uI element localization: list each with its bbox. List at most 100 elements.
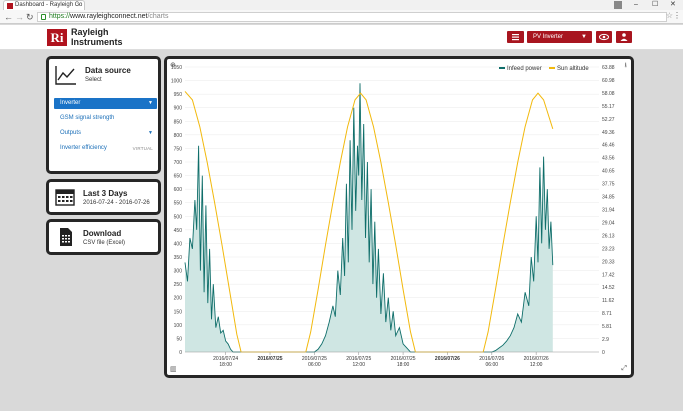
y2-tick-label: 17.42	[602, 272, 615, 278]
data-source-item-outputs[interactable]: Outputs ▼	[54, 128, 157, 139]
back-icon[interactable]: ←	[4, 12, 13, 22]
data-source-panel: Data source Select Inverter ▼ GSM signal…	[46, 56, 161, 174]
chevron-down-icon: ▼	[148, 130, 153, 136]
infeed-area	[185, 83, 553, 353]
minimize-icon[interactable]: –	[634, 1, 638, 8]
data-source-item-label: Outputs	[60, 130, 82, 136]
calendar-icon	[55, 189, 75, 206]
y-tick-label: 950	[174, 92, 183, 98]
tab-close-icon[interactable]: ×	[76, 2, 81, 9]
y-tick-label: 100	[174, 323, 183, 329]
x-tick-sublabel: 18:00	[397, 362, 410, 368]
infeed-line	[184, 83, 554, 353]
list-button[interactable]	[507, 31, 524, 43]
maximize-icon[interactable]: ☐	[652, 1, 659, 8]
chevron-down-icon: ▼	[148, 100, 153, 106]
logo-text: Rayleigh Instruments	[71, 27, 123, 47]
csv-file-icon	[60, 228, 72, 246]
y2-tick-label: 43.56	[602, 156, 615, 162]
address-bar[interactable]: https://www.rayleighconnect.net/charts	[37, 12, 667, 22]
browser-tab[interactable]: Dashboard - Rayleigh Co ×	[3, 0, 85, 10]
data-source-subtitle: Select	[85, 77, 102, 83]
y-tick-label: 200	[174, 296, 183, 302]
x-tick-label: 2016/07/25	[346, 356, 371, 362]
forward-icon[interactable]: →	[15, 12, 24, 22]
x-tick-label: 2016/07/25	[302, 356, 327, 362]
data-source-item-label: Inverter	[60, 100, 81, 106]
lock-icon	[41, 14, 46, 20]
logo-mark: Ri	[47, 29, 67, 46]
y2-tick-label: 14.52	[602, 285, 615, 291]
reload-icon[interactable]: ↻	[26, 12, 34, 22]
y-tick-label: 550	[174, 201, 183, 207]
y-tick-label: 350	[174, 255, 183, 261]
eye-icon	[599, 33, 609, 41]
chart-panel: 0 50 100 150 200 250 300 350 400 450 500 550 600 650 7…	[164, 56, 634, 378]
y2-tick-label: 49.36	[602, 130, 615, 136]
legend-infeed[interactable]: Infeed power	[499, 66, 542, 72]
y2-tick-label: 5.81	[602, 324, 612, 330]
y2-tick-label: 8.71	[602, 311, 612, 317]
y-tick-label: 500	[174, 214, 183, 220]
date-range-title: Last 3 Days	[83, 189, 128, 198]
device-select-value: PV Inverter	[533, 34, 564, 40]
url-scheme: https://	[49, 13, 71, 20]
bookmark-star-icon[interactable]: ☆	[665, 11, 673, 20]
view-button[interactable]	[596, 31, 612, 43]
date-range-panel[interactable]: Last 3 Days 2016-07-24 - 2016-07-26	[46, 179, 161, 215]
y2-tick-label: 23.23	[602, 246, 615, 252]
user-icon	[620, 33, 628, 41]
date-range-subtitle: 2016-07-24 - 2016-07-26	[83, 200, 150, 206]
zoom-icon[interactable]: ⊕	[170, 62, 176, 69]
url-path: /charts	[147, 13, 169, 20]
download-title: Download	[83, 229, 122, 238]
device-select[interactable]: PV Inverter ▼	[527, 31, 592, 43]
profile-icon[interactable]	[614, 1, 622, 9]
x-tick-sublabel: 06:00	[308, 362, 321, 368]
browser-menu-icon[interactable]: ⋮	[673, 11, 681, 20]
x-tick-label: 2016/07/26	[524, 356, 549, 362]
favicon-icon	[7, 3, 13, 9]
y-tick-label: 900	[174, 106, 183, 112]
url-host: www.rayleighconnect.net	[70, 13, 148, 20]
y-tick-label: 50	[176, 336, 182, 342]
legend-label: Sun altitude	[557, 66, 589, 72]
y-tick-label: 150	[174, 309, 183, 315]
expand-icon[interactable]: ⤢	[621, 365, 627, 372]
list-icon	[512, 34, 519, 41]
legend-label: Infeed power	[507, 66, 542, 72]
y2-tick-label: 40.65	[602, 169, 615, 175]
legend-sun[interactable]: Sun altitude	[549, 66, 589, 72]
data-source-item-efficiency[interactable]: Inverter efficiency VIRTUAL	[54, 143, 157, 154]
tab-title: Dashboard - Rayleigh Co	[15, 2, 83, 8]
x-tick-label: 2016/07/26	[435, 356, 460, 362]
x-tick-sublabel: 06:00	[486, 362, 499, 368]
data-source-item-label: Inverter efficiency	[60, 145, 107, 151]
x-tick-label: 2016/07/24	[213, 356, 238, 362]
virtual-tag: VIRTUAL	[132, 146, 153, 151]
data-source-item-inverter[interactable]: Inverter ▼	[54, 98, 157, 109]
line-chart-icon	[55, 66, 76, 85]
chevron-down-icon: ▼	[581, 34, 587, 40]
y2-tick-label: 34.85	[602, 195, 615, 201]
browser-title-bar: Dashboard - Rayleigh Co × – ☐ ✕	[0, 0, 683, 10]
data-source-item-gsm[interactable]: GSM signal strength	[54, 113, 157, 124]
legend-swatch	[499, 67, 505, 70]
y-tick-label: 400	[174, 241, 183, 247]
data-source-title: Data source	[85, 66, 131, 75]
download-panel[interactable]: Download CSV file (Excel)	[46, 219, 161, 255]
y2-tick-label: 11.62	[602, 298, 614, 304]
y-tick-label: 650	[174, 174, 183, 180]
browser-toolbar: ← → ↻ https://www.rayleighconnect.net/ch…	[0, 10, 683, 24]
x-tick-label: 2016/07/25	[391, 356, 416, 362]
power-chart[interactable]: 0 50 100 150 200 250 300 350 400 450 500 550 600 650 7…	[167, 59, 631, 375]
y-tick-label: 600	[174, 187, 183, 193]
y2-tick-label: 63.88	[602, 65, 615, 71]
x-tick-label: 2016/07/26	[479, 356, 504, 362]
close-window-icon[interactable]: ✕	[670, 1, 676, 8]
chart-type-icon[interactable]: ▥	[170, 366, 177, 373]
y2-tick-label: 37.75	[602, 182, 615, 188]
user-button[interactable]	[616, 31, 632, 43]
chart-download-icon[interactable]: ⭳	[624, 62, 627, 69]
y-tick-label: 1000	[171, 79, 182, 85]
